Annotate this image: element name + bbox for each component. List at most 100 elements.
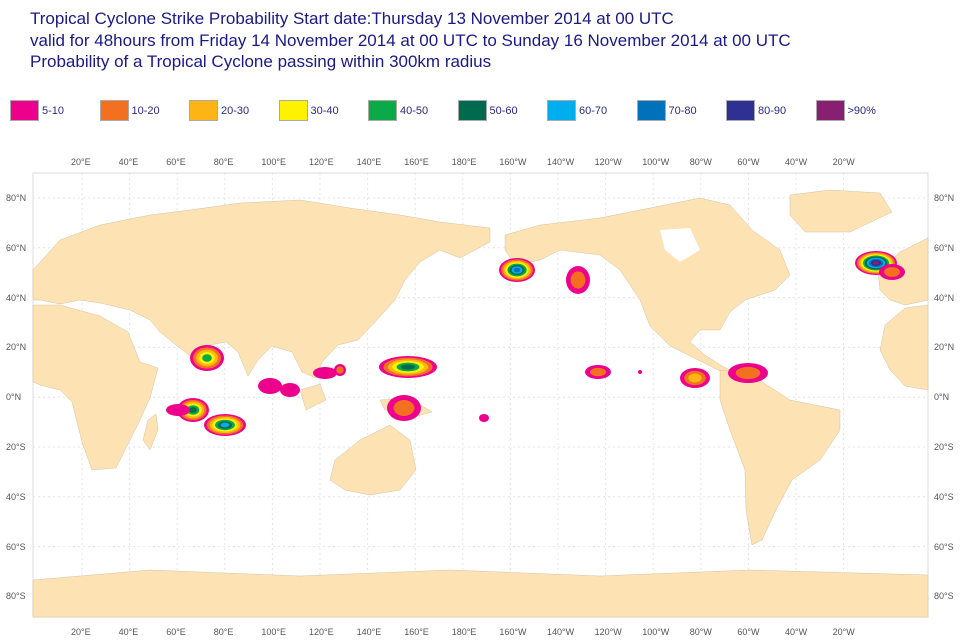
lon-label: 180°E [451,627,477,637]
lat-label: 80°N [6,193,27,203]
lon-label: 100°W [642,157,670,167]
hudson-bay [660,228,700,262]
legend-swatch [636,100,666,121]
lat-label: 80°S [6,591,26,602]
lat-label: 60°S [934,541,954,552]
probability-contour [400,364,416,370]
north-america [504,197,791,376]
title-line-1: Tropical Cyclone Strike Probability Star… [30,9,674,28]
lon-label: 60°W [737,157,760,167]
probability-contour [590,367,606,377]
lat-label: 60°N [6,242,27,253]
legend-swatch [10,100,39,121]
legend-label: >90% [847,104,876,117]
lon-label: 80°E [213,157,234,167]
probability-contour [884,267,900,277]
legend-label: 5-10 [42,104,65,117]
lon-label: 120°W [594,627,622,637]
title-line-2: valid for 48hours from Friday 14 Novembe… [30,31,791,50]
lon-label: 20°W [832,627,855,637]
lon-label: 80°W [689,157,712,167]
probability-contour [872,261,880,265]
lon-label: 160°W [499,157,527,167]
probability-contour [336,366,344,374]
probability-contour [735,366,761,380]
lat-label: 60°N [934,242,955,253]
lon-label: 140°W [547,157,575,167]
legend-item: 20-30 [189,100,249,121]
lat-label: 0°N [934,392,950,403]
probability-contour [258,378,282,394]
lon-label: 120°E [309,157,334,167]
legend-item: 40-50 [368,100,428,121]
legend-item: 50-60 [457,100,518,121]
lon-label: 60°E [166,627,186,637]
lon-label: 60°E [166,157,186,167]
lon-label: 40°W [785,157,808,167]
legend-label: 70-80 [668,104,697,117]
lon-label: 100°W [642,627,670,637]
legend-item: 5-10 [10,100,64,121]
legend-swatch [457,100,487,121]
lat-label: 20°S [934,442,954,452]
legend-item: 80-90 [726,100,786,121]
legend-item: 70-80 [636,100,697,121]
lon-label: 160°E [404,157,429,167]
lat-label: 40°S [934,491,954,502]
probability-contour [513,267,521,273]
africa [32,304,159,471]
legend-label: 20-30 [221,104,250,117]
lat-label: 20°N [934,342,955,353]
lat-label: 0°N [6,392,22,403]
madagascar [142,413,159,451]
legend-item: 10-20 [99,100,160,121]
lon-label: 140°W [547,627,575,637]
legend-label: 80-90 [758,104,787,117]
lon-label: 80°E [213,627,234,637]
legend-swatch [99,100,129,121]
lat-label: 40°N [934,292,955,303]
legend-label: 50-60 [489,104,518,117]
lon-label: 100°E [261,157,287,167]
lon-label: 20°E [71,157,91,167]
probability-contour [479,414,489,422]
probability-areas [166,251,905,436]
legend-swatch [278,100,308,121]
legend-item: 60-70 [547,100,607,121]
probability-contour [166,404,190,416]
lat-label: 60°S [6,541,26,552]
probability-contour [638,370,642,374]
legend-swatch [189,100,218,121]
lat-label: 40°S [6,491,26,502]
antarctica [32,569,929,618]
legend-label: 10-20 [131,104,160,117]
lon-label: 160°W [499,627,527,637]
australia [329,424,417,496]
lon-label: 140°E [356,627,382,637]
lon-label: 20°E [71,627,91,637]
legend-item: 30-40 [278,100,339,121]
lon-label: 60°W [737,627,760,637]
lat-label: 20°S [6,442,26,452]
probability-contour [393,400,415,416]
lon-label: 180°E [451,157,477,167]
land [32,189,929,618]
title-line-3: Probability of a Tropical Cyclone passin… [30,52,492,71]
legend-item: >90% [815,100,876,121]
lon-label: 100°E [261,627,287,637]
lon-label: 40°W [785,627,808,637]
africa-west [879,304,929,391]
probability-contour [688,373,702,383]
south-america [719,369,841,546]
lon-label: 120°E [309,627,334,637]
legend-swatch [547,100,576,121]
lon-label: 160°E [404,627,429,637]
eurasia [32,199,491,379]
lat-label: 20°N [6,342,27,353]
probability-contour [313,367,337,379]
legend-swatch [368,100,397,121]
probability-contour [189,407,197,413]
legend-swatch [815,100,845,121]
